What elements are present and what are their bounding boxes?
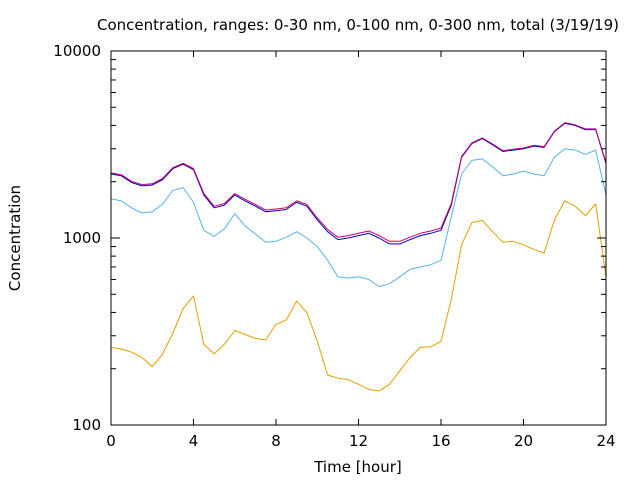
series-line-1 bbox=[110, 200, 607, 392]
y-axis: 100 1000 10000 bbox=[53, 42, 606, 434]
y-tick-label: 1000 bbox=[63, 229, 101, 247]
x-axis: 0 4 8 12 16 20 24 bbox=[106, 51, 616, 450]
y-axis-label: Concentration bbox=[6, 185, 24, 291]
y-tick-label: 10000 bbox=[53, 42, 101, 60]
y-tick-label: 100 bbox=[72, 416, 101, 434]
x-tick-label: 0 bbox=[106, 432, 116, 450]
chart-title: Concentration, ranges: 0-30 nm, 0-100 nm… bbox=[97, 16, 619, 34]
x-tick-label: 8 bbox=[271, 432, 281, 450]
series-line-3 bbox=[110, 122, 607, 245]
x-tick-label: 20 bbox=[514, 432, 533, 450]
x-tick-label: 24 bbox=[596, 432, 615, 450]
x-tick-label: 16 bbox=[431, 432, 450, 450]
series-line-2 bbox=[110, 148, 607, 288]
plot-frame bbox=[110, 50, 607, 426]
series-line-4 bbox=[110, 122, 607, 242]
x-axis-label: Time [hour] bbox=[313, 458, 402, 476]
x-tick-label: 12 bbox=[349, 432, 368, 450]
plot-area bbox=[110, 122, 607, 392]
x-tick-label: 4 bbox=[189, 432, 199, 450]
